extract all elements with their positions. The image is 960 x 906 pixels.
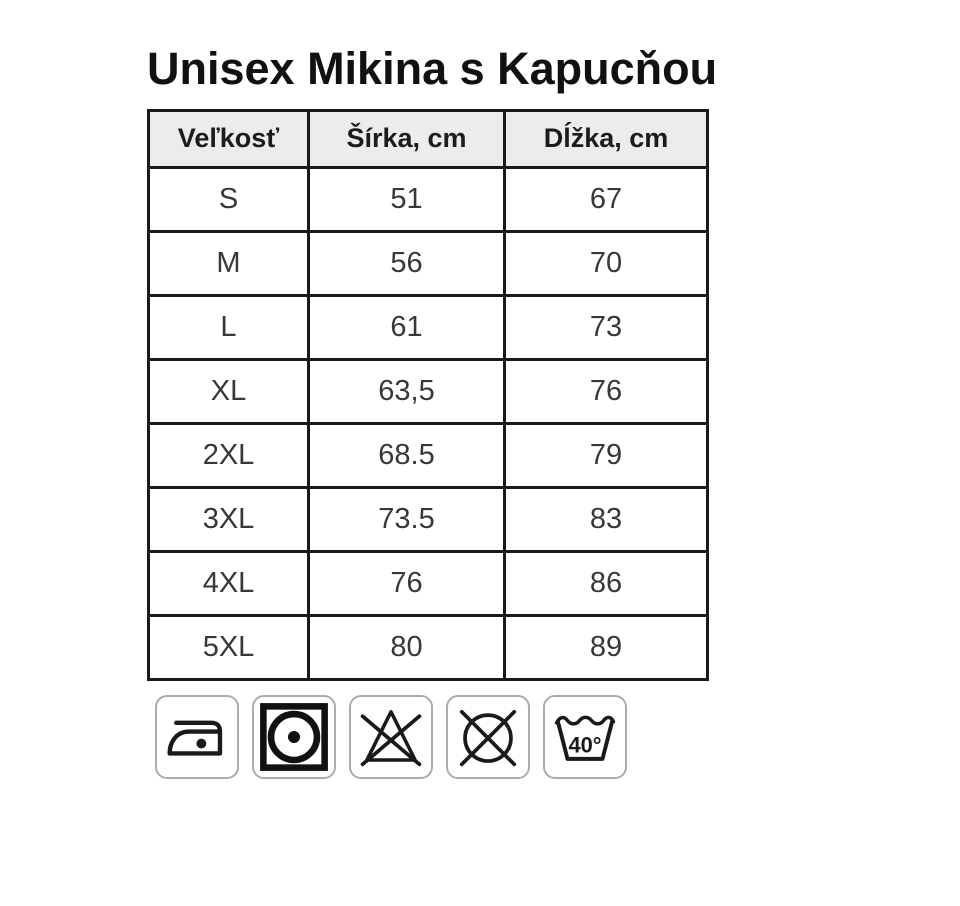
table-row: XL 63,5 76	[147, 357, 709, 425]
iron-low-icon	[167, 720, 223, 756]
table-row: 2XL 68.5 79	[147, 421, 709, 489]
do-not-bleach-icon	[360, 709, 422, 766]
width-cell: 51	[307, 165, 506, 233]
col-header-width: Šírka, cm	[307, 108, 506, 169]
table-row: S 51 67	[147, 165, 709, 233]
length-cell: 83	[503, 485, 709, 553]
col-header-length: Dĺžka, cm	[503, 108, 709, 169]
care-box-no-dry-clean	[446, 694, 530, 779]
size-cell: 5XL	[147, 613, 310, 681]
size-cell: L	[147, 293, 310, 361]
width-cell: 80	[307, 613, 506, 681]
length-cell: 67	[503, 165, 709, 233]
length-cell: 79	[503, 421, 709, 489]
table-row: 4XL 76 86	[147, 549, 709, 617]
care-box-iron	[155, 694, 239, 779]
length-cell: 76	[503, 357, 709, 425]
size-table-header: Veľkosť Šírka, cm Dĺžka, cm	[147, 108, 709, 169]
width-cell: 56	[307, 229, 506, 297]
length-cell: 73	[503, 293, 709, 361]
tumble-dry-low-icon	[260, 702, 328, 771]
size-cell: 2XL	[147, 421, 310, 489]
length-cell: 86	[503, 549, 709, 617]
header-row: Veľkosť Šírka, cm Dĺžka, cm	[147, 108, 709, 169]
width-cell: 61	[307, 293, 506, 361]
table-row: 5XL 80 89	[147, 613, 709, 681]
care-box-no-bleach	[349, 694, 433, 779]
width-cell: 76	[307, 549, 506, 617]
size-table: Veľkosť Šírka, cm Dĺžka, cm S 51 67 M 56 70 L 6…	[147, 108, 709, 681]
length-cell: 89	[503, 613, 709, 681]
width-cell: 63,5	[307, 357, 506, 425]
size-cell: XL	[147, 357, 310, 425]
size-cell: 3XL	[147, 485, 310, 553]
length-cell: 70	[503, 229, 709, 297]
size-cell: M	[147, 229, 310, 297]
table-row: L 61 73	[147, 293, 709, 361]
size-cell: S	[147, 165, 310, 233]
do-not-dry-clean-icon	[459, 709, 517, 766]
page-title: Unisex Mikina s Kapucňou	[147, 43, 718, 94]
size-table-body: S 51 67 M 56 70 L 61 73 XL 63,5 76 2XL 68.5 79 3XL 73.5 8…	[147, 165, 709, 681]
width-cell: 68.5	[307, 421, 506, 489]
wash-40-icon: 40°	[554, 715, 616, 761]
care-icons-row: 40°	[155, 694, 960, 779]
care-box-tumble-dry	[252, 694, 336, 779]
care-box-wash-40: 40°	[543, 694, 627, 779]
table-row: 3XL 73.5 83	[147, 485, 709, 553]
width-cell: 73.5	[307, 485, 506, 553]
table-row: M 56 70	[147, 229, 709, 297]
wash-temperature-label: 40°	[568, 732, 601, 757]
size-cell: 4XL	[147, 549, 310, 617]
col-header-size: Veľkosť	[147, 108, 310, 169]
size-chart-page: Unisex Mikina s Kapucňou Veľkosť Šírka, …	[147, 43, 960, 779]
